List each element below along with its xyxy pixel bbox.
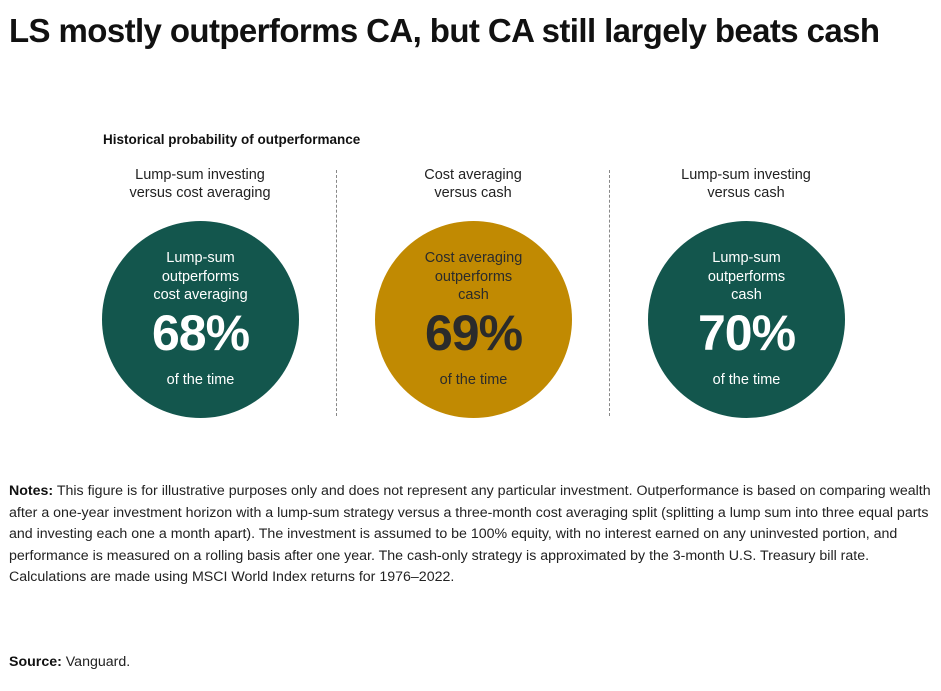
panel-label: Lump-sum investing versus cash: [681, 167, 811, 201]
panel-ls-vs-cash: Lump-sum investing versus cash Lump-sum …: [621, 166, 871, 418]
column-divider: [336, 170, 337, 416]
percentage-value: 70%: [697, 305, 796, 361]
circle-footnote: of the time: [166, 372, 235, 388]
panel-ls-vs-ca: Lump-sum investing versus cost averaging…: [75, 166, 325, 418]
source-label: Source:: [9, 654, 62, 670]
percentage-value: 69%: [424, 305, 523, 361]
percentage-value: 68%: [151, 305, 250, 361]
column-divider: [609, 170, 610, 416]
circle-caption: Lump-sum outperforms cost averaging: [153, 250, 248, 303]
circle-footnote: of the time: [712, 372, 781, 388]
notes-label: Notes:: [9, 483, 54, 499]
panel-ca-vs-cash: Cost averaging versus cash Cost averagin…: [348, 166, 598, 418]
probability-circle: Lump-sum outperforms cost averaging 68% …: [102, 221, 299, 418]
panel-label: Cost averaging versus cash: [424, 167, 522, 201]
chart-title: LS mostly outperforms CA, but CA still l…: [9, 12, 880, 49]
source-text: Vanguard.: [61, 654, 131, 670]
notes-text: This figure is for illustrative purposes…: [9, 483, 931, 585]
panel-label: Lump-sum investing versus cost averaging: [129, 167, 271, 201]
circle-footnote: of the time: [439, 372, 508, 388]
probability-circle: Cost averaging outperforms cash 69% of t…: [375, 221, 572, 418]
source-line: Source: Vanguard.: [9, 654, 130, 670]
notes-paragraph: Notes: This figure is for illustrative p…: [9, 481, 934, 589]
circle-caption: Lump-sum outperforms cash: [707, 250, 786, 303]
chart-subtitle: Historical probability of outperformance: [103, 132, 361, 147]
circle-caption: Cost averaging outperforms cash: [424, 250, 523, 303]
probability-circle: Lump-sum outperforms cash 70% of the tim…: [648, 221, 845, 418]
